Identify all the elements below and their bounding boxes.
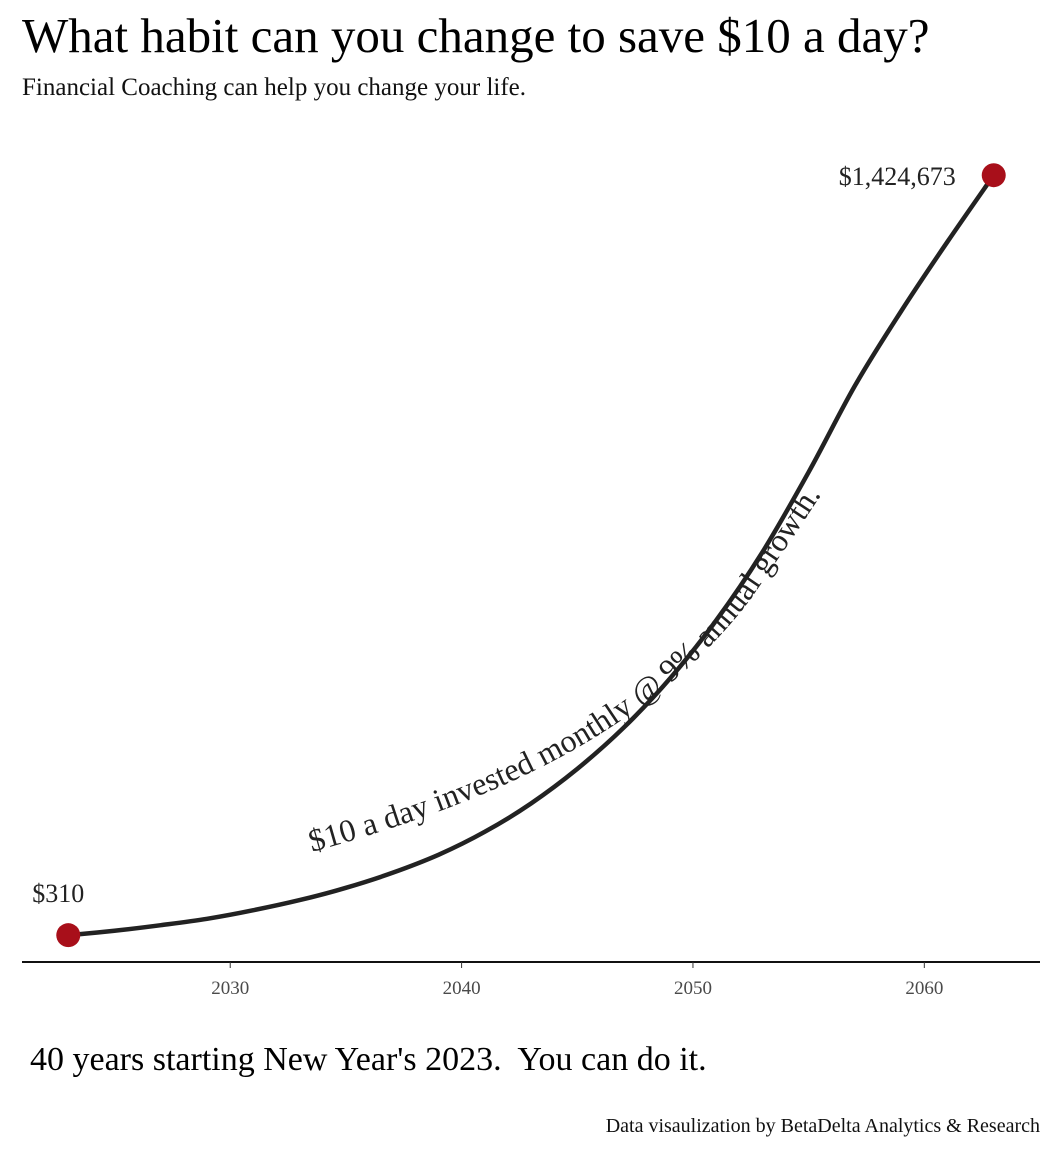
plot-area: 2030 2040 2050 2060 $310 $1,424,673 [22, 162, 1040, 999]
data-point [56, 923, 81, 948]
chart-title: What habit can you change to save $10 a … [22, 8, 930, 63]
data-point [981, 163, 1006, 188]
data-label: $1,424,673 [839, 162, 956, 191]
curve-annotation: $10 a day invested monthly @ 9% annual g… [304, 479, 827, 859]
chart-credit: Data visaulization by BetaDelta Analytic… [605, 1115, 1040, 1137]
chart-subtitle: Financial Coaching can help you change y… [22, 74, 527, 101]
chart-caption: 40 years starting New Year's 2023. You c… [30, 1041, 707, 1078]
series-line [66, 172, 996, 938]
x-tick-label: 2030 [211, 978, 249, 999]
x-tick-label: 2040 [443, 978, 481, 999]
x-tick-label: 2050 [674, 978, 712, 999]
x-tick-label: 2060 [905, 978, 943, 999]
curve-annotation-text: $10 a day invested monthly @ 9% annual g… [304, 479, 827, 859]
data-label: $310 [32, 879, 84, 908]
